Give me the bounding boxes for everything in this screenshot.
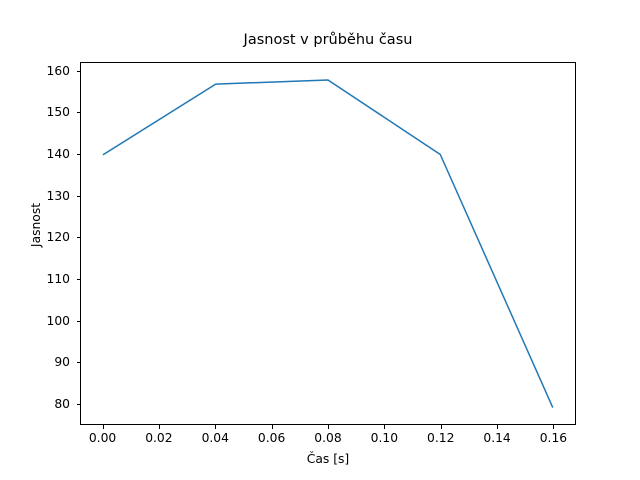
y-tick-label: 90	[54, 355, 70, 370]
y-tick-label: 100	[46, 313, 70, 328]
x-tick-label: 0.06	[257, 431, 286, 445]
line-series-svg	[102, 79, 554, 408]
x-tick-label: 0.04	[201, 431, 229, 445]
line-series-path	[102, 79, 554, 408]
x-tick-label: 0.12	[427, 431, 455, 445]
x-tick-label: 0.10	[370, 431, 399, 445]
x-tick-mark	[215, 425, 217, 429]
y-tick-label: 150	[46, 105, 70, 120]
x-axis-label: Čas [s]	[306, 452, 350, 466]
y-axis-label: Jasnost	[29, 202, 43, 248]
x-tick-mark	[384, 425, 386, 429]
x-tick-mark	[271, 425, 273, 429]
x-tick-label: 0.02	[145, 431, 173, 445]
x-tick-mark	[440, 425, 442, 429]
x-tick-label: 0.16	[539, 431, 568, 445]
x-tick-label: 0.14	[483, 431, 511, 445]
y-tick-label: 80	[54, 396, 70, 411]
x-tick-label: 0.00	[88, 431, 117, 445]
x-tick-mark	[158, 425, 160, 429]
y-tick-label: 160	[46, 63, 70, 78]
x-tick-mark	[102, 425, 104, 429]
page-title: Jasnost v průběhu času	[243, 32, 413, 48]
x-tick-label: 0.08	[314, 431, 342, 445]
plot-area	[80, 62, 576, 425]
x-tick-mark	[328, 425, 329, 429]
y-tick-label: 140	[46, 147, 70, 161]
x-tick-mark	[497, 425, 499, 429]
x-tick-mark	[553, 425, 555, 429]
